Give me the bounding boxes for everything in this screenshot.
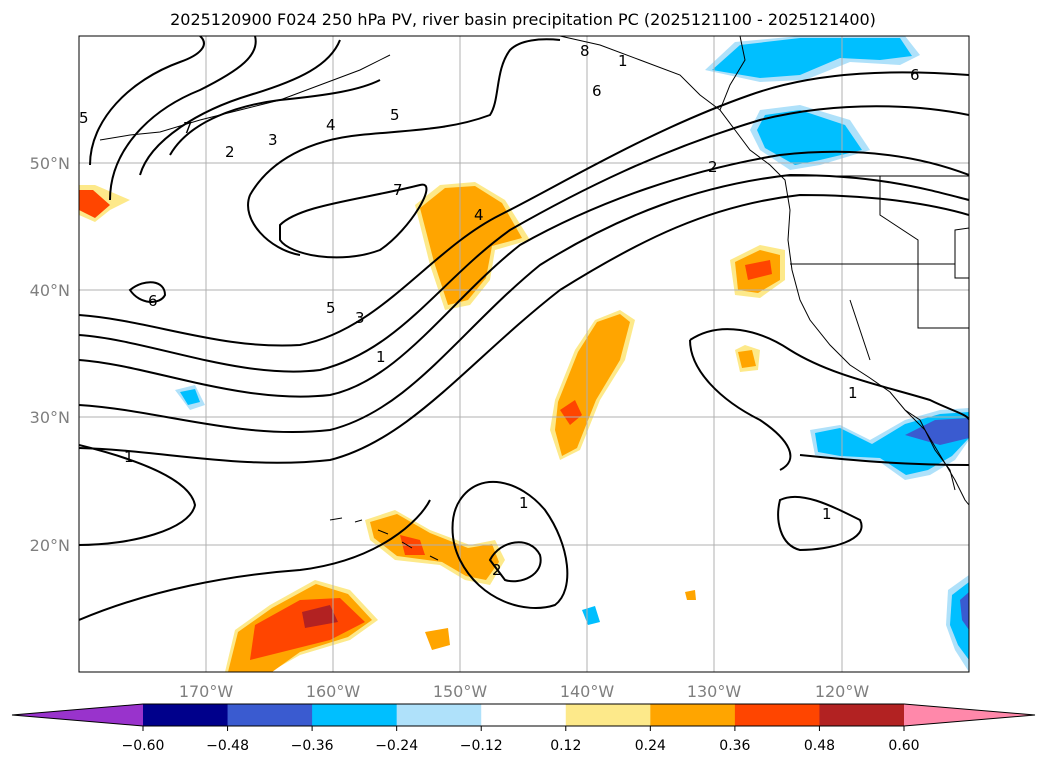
map-panel: 8 1 6 6 5 5 4 4 3 3 2 2 7 7 6 1 1 1 1 1 … — [78, 35, 970, 673]
colorbar-tick-label: −0.24 — [375, 738, 418, 754]
precip-blob-positive — [302, 605, 338, 628]
north-america-coast — [719, 36, 969, 506]
gridlines — [79, 36, 969, 672]
colorbar-tick-label: 0.48 — [804, 738, 835, 754]
precip-blob-negative — [960, 592, 969, 630]
lon-label: 130°W — [687, 682, 742, 701]
contour-label: 1 — [822, 505, 832, 523]
colorbar-bin — [650, 704, 736, 726]
precip-blob-negative — [180, 389, 200, 405]
colorbar-bin — [819, 704, 905, 726]
contour-label: 4 — [326, 116, 336, 134]
contour-label: 1 — [124, 448, 134, 466]
baja-coast — [904, 409, 956, 491]
contour-label: 7 — [393, 181, 403, 199]
contour-label: 3 — [355, 309, 365, 327]
colorbar-bin — [143, 704, 229, 726]
colorbar-tick-label: −0.60 — [122, 738, 165, 754]
colorbar-bin — [227, 704, 313, 726]
precip-blob-positive — [250, 598, 365, 660]
map-frame — [78, 35, 970, 673]
colorbar-bin — [565, 704, 651, 726]
colorbar-bin — [396, 704, 482, 726]
lat-label: 50°N — [30, 154, 70, 173]
colorbar-bin — [734, 704, 820, 726]
lon-label: 150°W — [433, 682, 488, 701]
colorbar-tick-label: −0.36 — [291, 738, 334, 754]
contour-label: 4 — [474, 206, 484, 224]
precip-blob-positive — [685, 590, 696, 600]
contour-label: 5 — [326, 299, 336, 317]
contour-label: 7 — [183, 119, 193, 137]
contour-label: 1 — [848, 384, 858, 402]
chart-title: 2025120900 F024 250 hPa PV, river basin … — [170, 10, 876, 29]
contour-label-group: 8 1 6 6 5 5 4 4 3 3 2 2 7 7 6 1 1 1 1 1 … — [79, 42, 920, 579]
precip-blob-negative — [712, 38, 912, 78]
contour-label: 2 — [225, 143, 235, 161]
contour-label: 8 — [580, 42, 590, 60]
colorbar-tick-label: 0.12 — [550, 738, 581, 754]
contour-label: 2 — [492, 561, 502, 579]
colorbar-tick-label: 0.60 — [888, 738, 919, 754]
contour-label: 2 — [708, 158, 718, 176]
lon-label: 120°W — [815, 682, 870, 701]
lon-label: 140°W — [560, 682, 615, 701]
contour-label: 5 — [79, 109, 89, 127]
contour-label: 6 — [910, 66, 920, 84]
lat-label: 40°N — [30, 281, 70, 300]
state-border — [849, 299, 871, 361]
colorbar-tick-label: −0.48 — [206, 738, 249, 754]
contour-label: 5 — [390, 106, 400, 124]
state-border — [879, 176, 969, 329]
precip-blob-positive — [560, 400, 582, 425]
lat-label: 20°N — [30, 536, 70, 555]
precip-blob-positive — [738, 350, 756, 368]
pv-contours — [79, 36, 969, 621]
contour-label: 6 — [592, 82, 602, 100]
contour-label: 3 — [268, 131, 278, 149]
colorbar-bin — [312, 704, 398, 726]
lon-label: 170°W — [179, 682, 234, 701]
lon-label: 160°W — [306, 682, 361, 701]
colorbar: −0.60 −0.48 −0.36 −0.24 −0.12 0.12 0.24 0.36 0.4… — [11, 703, 1036, 754]
colorbar-tick-label: 0.36 — [719, 738, 750, 754]
contour-label: 6 — [148, 292, 158, 310]
lat-label: 30°N — [30, 408, 70, 427]
precip-blob-positive — [79, 190, 110, 218]
colorbar-extend-high — [904, 704, 1035, 726]
colorbar-bin — [481, 704, 567, 726]
aleutian-islands — [99, 54, 391, 141]
contour-label: 1 — [618, 52, 628, 70]
contour-label: 1 — [519, 494, 529, 512]
precip-blob-positive — [425, 628, 450, 650]
state-border — [954, 227, 969, 279]
colorbar-tick-label: 0.24 — [635, 738, 666, 754]
hawaii-islands — [329, 517, 439, 561]
colorbar-tick-label: −0.12 — [460, 738, 503, 754]
contour-label: 1 — [376, 348, 386, 366]
longitude-labels: 170°W 160°W 150°W 140°W 130°W 120°W — [179, 682, 870, 701]
alaska-coast — [559, 36, 721, 111]
colorbar-extend-low — [12, 704, 143, 726]
precip-blob-negative — [905, 418, 969, 445]
latitude-labels: 50°N 40°N 30°N 20°N — [30, 154, 70, 555]
precip-blob-positive — [745, 260, 772, 280]
